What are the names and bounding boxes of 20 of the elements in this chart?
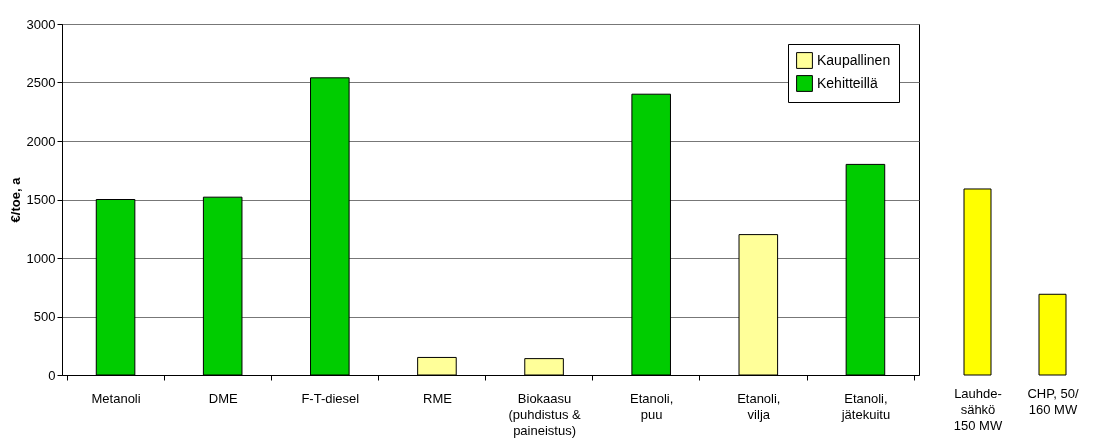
x-tick-label: F-T-diesel [301,390,360,406]
y-tick-label: 2500 [26,75,56,90]
y-tick-label: 1000 [26,250,56,266]
x-tick-label: Lauhde- sähkö 150 MW [953,385,1003,433]
x-tick-label: CHP, 50/ 160 MW [1027,385,1079,417]
y-tick-label: 0 [48,367,56,383]
y-tick-label: 1500 [26,192,56,207]
y-axis-title: €/toe, a [7,176,23,223]
x-tick-label: RME [422,390,453,406]
x-tick-label: Etanoli, puu [630,390,674,422]
x-tick-label: Etanoli, jätekuitu [840,390,891,422]
x-tick-label: DME [208,390,238,406]
x-tick-label: Etanoli, vilja [737,390,781,422]
x-tick-label: Biokaasu (puhdistus & paineistus) [508,390,582,438]
y-tick-label: 2000 [26,133,56,149]
legend-label: Kaupallinen [817,51,891,68]
x-tick-label: Metanoli [91,390,141,406]
y-tick-label: 500 [33,309,56,324]
legend-label: Kehitteillä [817,74,878,91]
y-tick-label: 3000 [26,16,56,32]
